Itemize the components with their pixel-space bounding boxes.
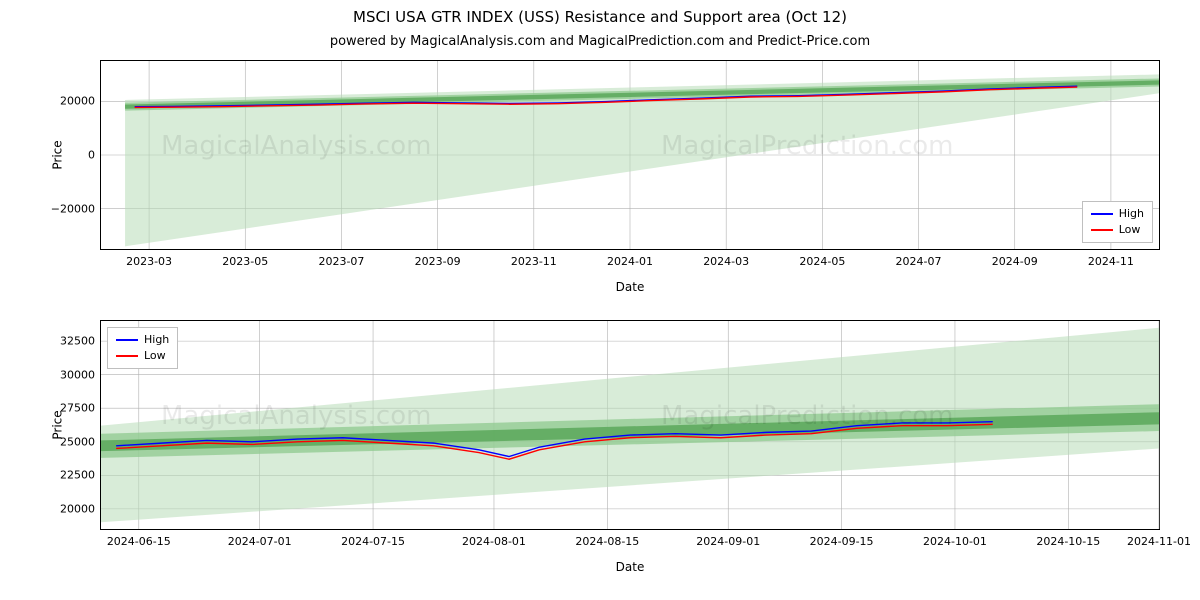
legend-item: Low [1091, 222, 1144, 238]
chart-panel-top: Price MagicalAnalysis.com MagicalPredict… [100, 60, 1160, 250]
xtick-label: 2023-09 [415, 249, 461, 268]
xtick-label: 2024-08-15 [575, 529, 639, 548]
xtick-label: 2024-09-01 [696, 529, 760, 548]
chart-svg-bottom [101, 321, 1159, 529]
xtick-label: 2024-11 [1088, 249, 1134, 268]
chart-svg-top [101, 61, 1159, 249]
legend-label: High [144, 332, 169, 348]
xtick-label: 2024-09 [992, 249, 1038, 268]
ytick-label: 25000 [60, 435, 101, 448]
xtick-label: 2024-07-15 [341, 529, 405, 548]
ytick-label: 20000 [60, 95, 101, 108]
ytick-label: 20000 [60, 502, 101, 515]
xtick-label: 2024-09-15 [810, 529, 874, 548]
ytick-label: −20000 [51, 202, 101, 215]
chart-title-sub: powered by MagicalAnalysis.com and Magic… [0, 34, 1200, 49]
xtick-label: 2024-03 [703, 249, 749, 268]
chart-title-main: MSCI USA GTR INDEX (USS) Resistance and … [0, 8, 1200, 26]
xlabel-top: Date [616, 280, 645, 294]
legend-bottom: HighLow [107, 327, 178, 369]
legend-top: HighLow [1082, 201, 1153, 243]
xtick-label: 2023-03 [126, 249, 172, 268]
xtick-label: 2024-10-15 [1036, 529, 1100, 548]
xtick-label: 2024-11-01 [1127, 529, 1191, 548]
legend-swatch [116, 339, 138, 341]
xtick-label: 2024-05 [799, 249, 845, 268]
xtick-label: 2024-01 [607, 249, 653, 268]
legend-item: High [1091, 206, 1144, 222]
ytick-label: 27500 [60, 402, 101, 415]
xtick-label: 2024-10-01 [923, 529, 987, 548]
xtick-label: 2023-07 [318, 249, 364, 268]
ylabel-top: Price [51, 140, 65, 169]
xtick-label: 2023-11 [511, 249, 557, 268]
xtick-label: 2024-07-01 [228, 529, 292, 548]
ytick-label: 22500 [60, 469, 101, 482]
xtick-label: 2024-06-15 [107, 529, 171, 548]
legend-label: Low [144, 348, 166, 364]
legend-item: Low [116, 348, 169, 364]
xtick-label: 2023-05 [222, 249, 268, 268]
xtick-label: 2024-08-01 [462, 529, 526, 548]
ytick-label: 0 [88, 149, 101, 162]
ytick-label: 30000 [60, 368, 101, 381]
legend-swatch [1091, 213, 1113, 215]
legend-label: Low [1119, 222, 1141, 238]
ytick-label: 32500 [60, 335, 101, 348]
xtick-label: 2024-07 [896, 249, 942, 268]
legend-swatch [1091, 229, 1113, 231]
legend-item: High [116, 332, 169, 348]
legend-swatch [116, 355, 138, 357]
legend-label: High [1119, 206, 1144, 222]
chart-panel-bottom: Price MagicalAnalysis.com MagicalPredict… [100, 320, 1160, 530]
xlabel-bottom: Date [616, 560, 645, 574]
